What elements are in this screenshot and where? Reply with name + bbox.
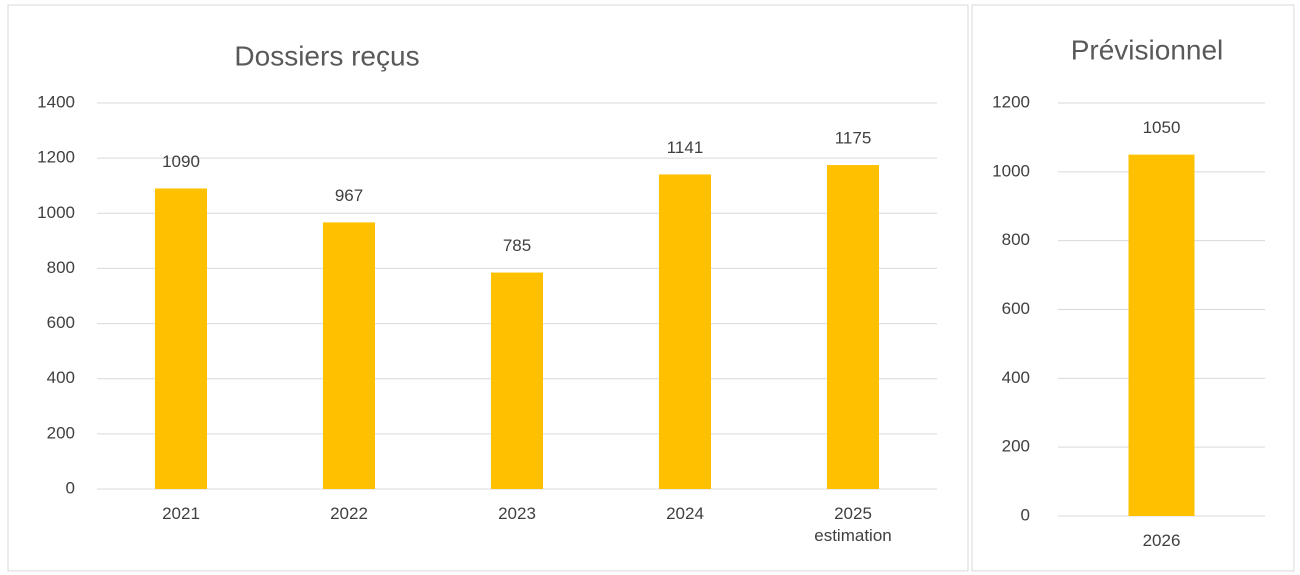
y-tick-label: 1000 [37,203,75,222]
bar [491,272,543,489]
x-tick-label: 2022 [330,504,368,523]
x-tick-label: 2026 [1142,531,1181,550]
bar [827,165,879,490]
y-tick-label: 600 [1002,299,1030,318]
bar [659,174,711,489]
y-tick-label: 400 [47,368,75,387]
chart-title: Dossiers reçus [234,40,419,71]
y-tick-label: 200 [1002,437,1030,456]
y-tick-label: 1000 [992,161,1030,180]
data-label: 1090 [162,152,200,171]
x-tick-label: 2025 estimation [814,504,892,545]
bar [1128,154,1195,516]
y-tick-label: 800 [47,258,75,277]
x-tick-label: 2023 [498,504,536,523]
data-label: 967 [335,186,363,205]
x-tick-label: 2021 [162,504,200,523]
y-tick-label: 1200 [992,92,1030,111]
chart-frame [971,4,1295,572]
y-tick-label: 1400 [37,92,75,111]
data-label: 785 [503,236,531,255]
x-tick-label: 2024 [666,504,704,523]
bar [155,188,207,489]
y-tick-label: 200 [47,423,75,442]
y-tick-label: 400 [1002,368,1030,387]
y-tick-label: 0 [66,478,75,497]
chart-frame [7,4,969,572]
y-tick-label: 800 [1002,230,1030,249]
bar [323,222,375,490]
data-label: 1050 [1143,118,1181,137]
data-label: 1175 [835,129,872,148]
y-tick-label: 0 [1021,505,1030,524]
chart-title: Prévisionnel [1071,34,1224,65]
data-label: 1141 [667,138,704,157]
y-tick-label: 1200 [37,148,75,167]
y-tick-label: 600 [47,313,75,332]
